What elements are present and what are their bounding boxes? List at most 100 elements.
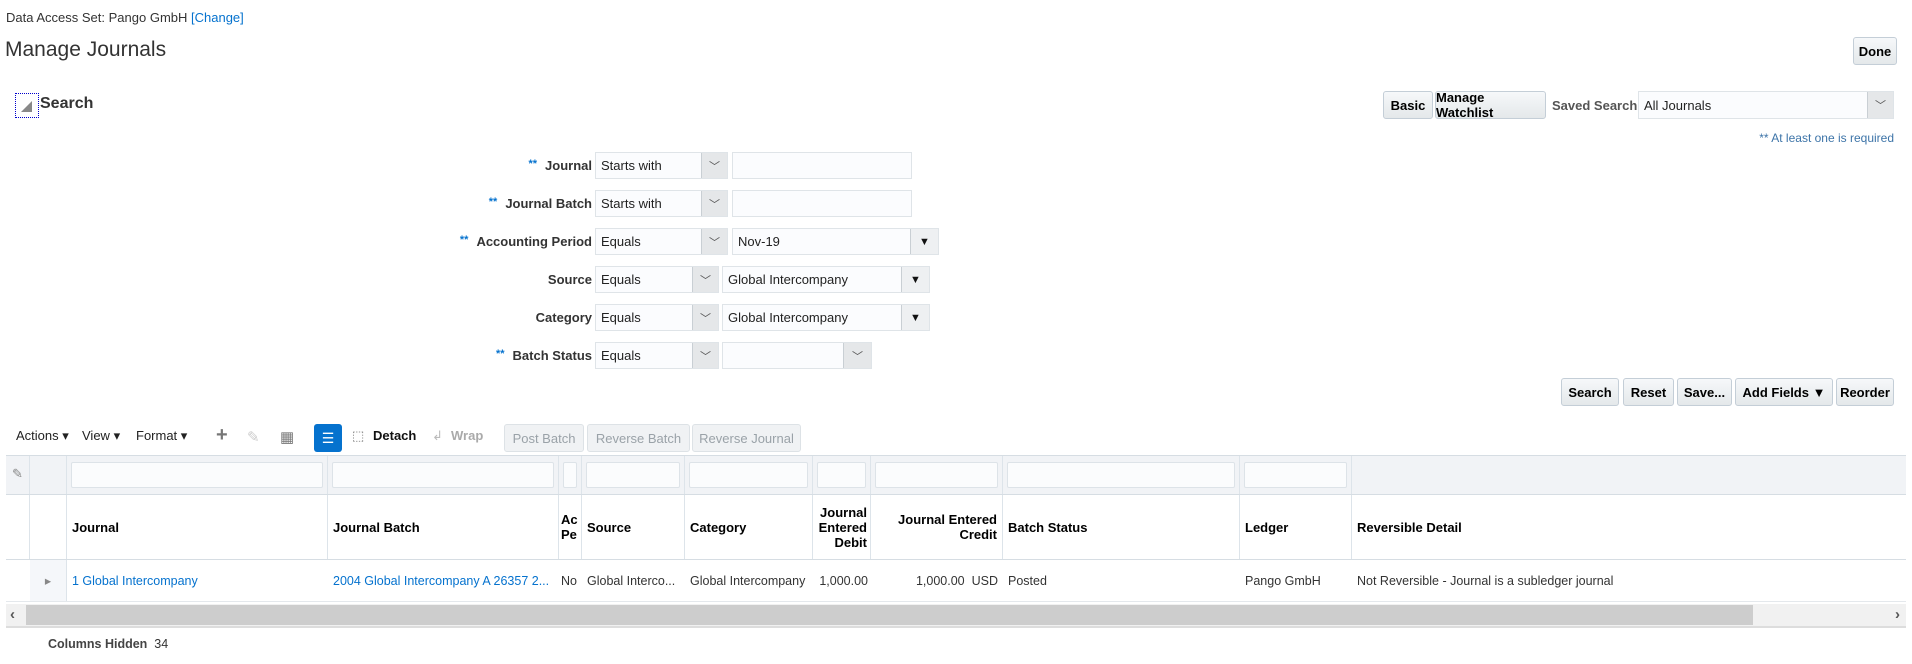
actions-menu[interactable]: Actions ▾ [16,428,69,443]
collapse-search-toggle[interactable] [15,93,39,118]
category-select[interactable]: Global Intercompany ▼ [722,304,930,331]
debit-cell: 1,000.00 [819,573,868,588]
journal-label: ** Journal [528,158,592,173]
column-header-journal[interactable]: Journal [67,495,328,559]
journal-batch-input[interactable] [732,190,912,217]
source-cell: Global Interco... [587,573,676,588]
journal-batch-link[interactable]: 2004 Global Intercompany A 26357 2... [333,573,550,588]
freeze-columns-icon[interactable]: ▦ [280,429,295,446]
saved-search-label: Saved Search [1552,98,1638,113]
dropdown-arrow-icon: ▼ [901,305,929,330]
column-header-category[interactable]: Category [685,495,813,559]
data-access-label: Data Access Set: [6,10,105,25]
basic-button[interactable]: Basic [1383,91,1433,119]
change-link[interactable]: [Change] [191,10,244,25]
journal-batch-label: ** Journal Batch [488,196,592,211]
category-cell: Global Intercompany [690,573,806,588]
edit-pencil-icon[interactable]: ✎ [247,429,260,446]
dropdown-arrow-icon: ▼ [901,267,929,292]
category-label: Category [535,310,592,325]
dropdown-arrow-icon: ▼ [910,229,938,254]
reverse-journal-button[interactable]: Reverse Journal [692,424,801,452]
journal-batch-filter[interactable] [332,462,554,488]
add-fields-button[interactable]: Add Fields ▼ [1735,378,1833,406]
search-button[interactable]: Search [1561,378,1619,406]
post-batch-button[interactable]: Post Batch [504,424,584,452]
currency: USD [971,573,998,588]
chevron-down-icon: ﹀ [701,153,727,178]
clear-filter-icon[interactable]: ✎ [12,466,23,481]
reversible-detail-cell: Not Reversible - Journal is a subledger … [1357,573,1614,588]
debit-filter[interactable] [817,462,866,488]
column-header-ledger[interactable]: Ledger [1240,495,1352,559]
column-header-reversible-detail[interactable]: Reversible Detail [1357,519,1462,535]
column-header-debit[interactable]: Journal Entered Debit [813,495,871,559]
column-header-journal-batch[interactable]: Journal Batch [328,495,559,559]
batch-status-label: ** Batch Status [495,348,592,363]
manage-watchlist-button[interactable]: Manage Watchlist [1435,90,1546,120]
journal-link[interactable]: 1 Global Intercompany [72,573,198,588]
required-note: ** At least one is required [1759,131,1894,145]
journal-input[interactable] [732,152,912,179]
expand-row-icon[interactable]: ▸ [30,560,67,601]
column-header-credit[interactable]: Journal Entered Credit [871,495,1003,559]
search-heading: Search [40,95,94,112]
reorder-button[interactable]: Reorder [1836,378,1894,406]
triangle-icon [21,101,32,112]
scroll-left-icon[interactable]: ‹ [10,606,15,623]
query-by-example-icon[interactable]: ☰ [314,424,342,452]
format-menu[interactable]: Format ▾ [136,428,188,443]
scroll-right-icon[interactable]: › [1895,606,1900,623]
columns-hidden: Columns Hidden 34 [48,637,168,651]
source-operator-select[interactable]: Equals ﹀ [595,266,719,293]
journal-operator-select[interactable]: Starts with ﹀ [595,152,728,179]
credit-filter[interactable] [875,462,998,488]
credit-cell: 1,000.00 USD [915,573,998,588]
saved-search-select[interactable]: All Journals ﹀ [1638,91,1894,119]
period-filter[interactable] [563,462,577,488]
detach-icon[interactable]: ⬚ [352,428,365,443]
ledger-filter[interactable] [1244,462,1347,488]
chevron-down-icon: ﹀ [692,267,718,292]
scrollbar-thumb[interactable] [26,605,1753,625]
table-row[interactable]: ▸ 1 Global Intercompany 2004 Global Inte… [6,560,1906,602]
source-filter[interactable] [586,462,680,488]
detach-button[interactable]: Detach [373,428,417,443]
view-menu[interactable]: View ▾ [82,428,121,443]
ledger-cell: Pango GmbH [1245,573,1321,588]
column-header-batch-status[interactable]: Batch Status [1003,495,1240,559]
columns-hidden-label: Columns Hidden [48,637,148,651]
wrap-button[interactable]: Wrap [451,428,484,443]
source-label: Source [547,272,592,287]
horizontal-scrollbar[interactable]: ‹ › [6,604,1906,628]
batch-status-operator-select[interactable]: Equals ﹀ [595,342,719,369]
saved-search-value: All Journals [1644,97,1712,113]
save-button[interactable]: Save... [1677,378,1732,406]
batch-status-filter[interactable] [1007,462,1235,488]
page-title: Manage Journals [5,38,167,61]
wrap-icon: ↲ [432,428,443,443]
accounting-period-label: ** Accounting Period [459,234,592,249]
columns-hidden-count: 34 [154,637,169,651]
chevron-down-icon: ﹀ [701,191,727,216]
add-icon[interactable]: + [216,424,228,446]
batch-status-select[interactable]: ﹀ [722,342,872,369]
table-header: Journal Journal Batch Ac Pe Source Categ… [6,495,1906,560]
chevron-down-icon: ﹀ [701,229,727,254]
chevron-down-icon: ﹀ [692,343,718,368]
category-filter[interactable] [689,462,808,488]
journal-batch-operator-select[interactable]: Starts with ﹀ [595,190,728,217]
column-header-source[interactable]: Source [582,495,685,559]
batch-status-cell: Posted [1008,573,1047,588]
column-header-accounting-period[interactable]: Ac Pe [559,495,582,559]
chevron-down-icon: ﹀ [692,305,718,330]
category-operator-select[interactable]: Equals ﹀ [595,304,719,331]
reverse-batch-button[interactable]: Reverse Batch [587,424,690,452]
journal-filter[interactable] [71,462,323,488]
accounting-period-select[interactable]: Nov-19 ▼ [732,228,939,255]
source-select[interactable]: Global Intercompany ▼ [722,266,930,293]
data-access-set: Data Access Set: Pango GmbH [Change] [6,10,244,25]
done-button[interactable]: Done [1853,37,1897,65]
accounting-period-operator-select[interactable]: Equals ﹀ [595,228,728,255]
reset-button[interactable]: Reset [1623,378,1674,406]
